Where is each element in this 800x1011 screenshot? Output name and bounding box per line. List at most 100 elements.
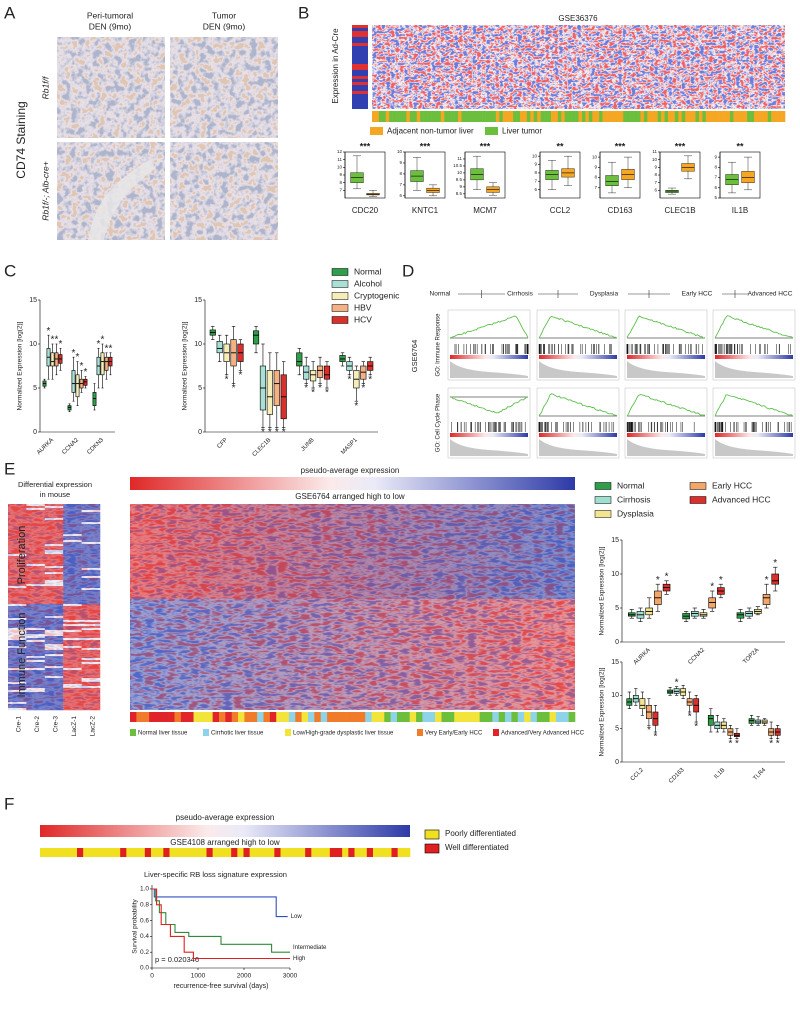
gsea-rank-bar (715, 433, 793, 437)
sample-class (83, 848, 90, 857)
box (316, 365, 324, 378)
gsea-metric (539, 439, 617, 456)
sample-class (163, 848, 170, 857)
sample-class (435, 712, 442, 722)
y-tick-label: 5 (198, 385, 202, 392)
sample-class (151, 848, 158, 857)
legend-label: Well differentiated (445, 843, 509, 852)
sample-class (475, 111, 479, 122)
legend-swatch (370, 127, 383, 135)
sample-class (637, 111, 641, 122)
sample-class (650, 111, 655, 122)
y-tick-label: 6 (714, 185, 717, 190)
legend-swatch (493, 729, 499, 736)
sample-class (540, 111, 545, 122)
y-tick-label: 10 (592, 154, 598, 159)
sample-class (218, 848, 226, 857)
sample-class (674, 111, 679, 122)
sample-class (280, 848, 287, 857)
sample-class (479, 712, 487, 722)
sample-class (740, 111, 744, 122)
stage-label: Advanced HCC (748, 291, 793, 298)
legend-swatch (424, 843, 440, 854)
sample-class (692, 111, 696, 122)
sample-class (314, 712, 322, 722)
y-tick-label: 9 (534, 162, 537, 167)
sample-class (187, 712, 194, 722)
legend-label: Normal liver tissue (138, 731, 188, 737)
sample-class (606, 111, 610, 122)
sample-class (712, 111, 717, 122)
sample-class (526, 111, 531, 122)
legend-label: Normal (617, 480, 645, 490)
sample-class (705, 111, 710, 122)
module-label: Proliferation (16, 526, 28, 585)
y-tick-label: 0.8 (140, 901, 149, 908)
sample-class (767, 111, 772, 122)
sample-class (52, 848, 59, 857)
sample-class (461, 111, 466, 122)
box (639, 698, 646, 709)
sample-class (664, 111, 669, 122)
box (741, 171, 755, 183)
y-tick-label: 9 (654, 165, 657, 170)
column-label: Cre-3 (53, 716, 60, 733)
sample-class (181, 848, 189, 857)
sample-class (336, 848, 343, 857)
gsea-curve (626, 394, 706, 417)
significance: * (765, 575, 769, 586)
sample-class (40, 848, 47, 857)
box (605, 175, 619, 186)
sample-class (237, 848, 244, 857)
legend-label: Alcohol (354, 278, 382, 288)
sample-class (464, 111, 469, 122)
sample-class (578, 111, 583, 122)
row-label: Rb1f/-; Alb-cre+ (40, 161, 50, 220)
box (216, 341, 223, 354)
significance: * (275, 427, 279, 438)
sample-class (225, 712, 233, 722)
significance: * (80, 361, 84, 372)
sample-class (244, 712, 252, 722)
panel-label: D (402, 261, 414, 280)
y-tick-label: 9 (594, 165, 597, 170)
sample-class (427, 111, 431, 122)
sample-class (292, 848, 300, 857)
column-label: LacZ-2 (89, 716, 96, 737)
column-header: Tumor (212, 10, 236, 20)
y-tick-label: 10 (457, 170, 463, 175)
y-tick-label: 15 (29, 297, 37, 304)
box (350, 172, 364, 183)
sample-class (377, 712, 385, 722)
legend-swatch (689, 496, 707, 504)
sample-class (379, 848, 386, 857)
chart-title: IL1B (732, 206, 748, 215)
sample-class (174, 712, 182, 722)
sample-class (486, 712, 493, 722)
gsea-curve (714, 315, 794, 339)
sample-class (225, 848, 232, 857)
sample-class (130, 712, 137, 722)
sample-class (175, 848, 183, 857)
sample-class (282, 712, 290, 722)
sample-class (513, 111, 517, 122)
sample-class (437, 111, 442, 122)
significance: * (282, 427, 286, 438)
column-label: Cre-2 (34, 716, 41, 733)
legend-label: Poorly differentiated (445, 829, 516, 838)
legend-swatch (331, 280, 349, 288)
panel-label: E (4, 459, 15, 478)
sample-class (354, 848, 361, 857)
panel-label: F (4, 794, 14, 813)
sample-class (695, 111, 700, 122)
legend-swatch (594, 510, 612, 518)
sample-class (466, 712, 474, 722)
sample-class (339, 712, 347, 722)
sample-class (392, 111, 397, 122)
sample-class (630, 111, 634, 122)
significance: * (653, 732, 657, 743)
y-tick-label: 9 (459, 184, 462, 189)
sample-class (685, 111, 689, 122)
sample-class (274, 848, 281, 857)
sample-class (592, 111, 597, 122)
